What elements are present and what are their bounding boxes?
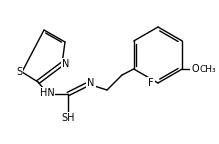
Text: SH: SH (61, 113, 75, 123)
Text: S: S (16, 67, 22, 77)
Text: N: N (87, 78, 95, 88)
Text: N: N (62, 59, 70, 69)
Text: CH₃: CH₃ (200, 65, 217, 73)
Text: F: F (148, 78, 154, 88)
Text: HN: HN (40, 88, 54, 98)
Text: O: O (191, 64, 199, 74)
